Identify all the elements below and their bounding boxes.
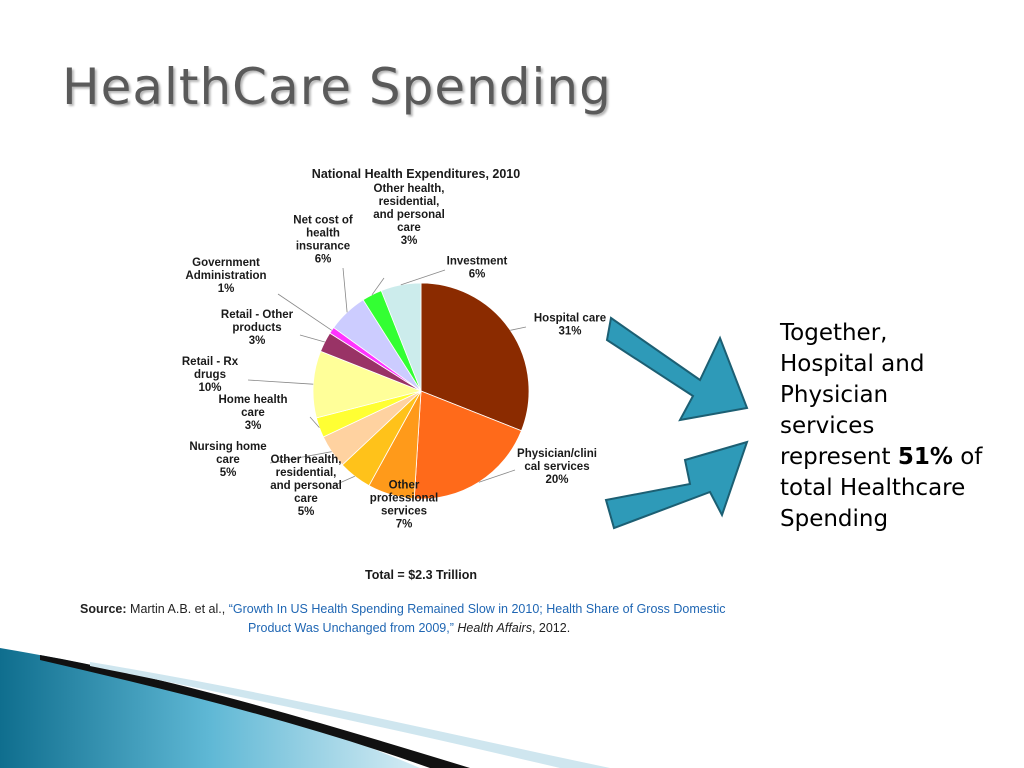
leader-line [247,379,314,385]
summary-text-post: of [960,444,983,470]
slice-label-line: and personal [373,209,445,221]
slide-title: HealthCare Spending [62,58,612,116]
slice-label-line: Other [389,480,420,492]
leader-line [478,469,516,483]
summary-line: total Healthcare [780,475,966,501]
slice-label-line: and personal [270,480,342,492]
summary-line: Spending [780,506,889,532]
leader-line [400,269,446,286]
pie-slice [413,390,522,500]
summary-line: Together, [780,320,888,346]
pie-slice [380,282,422,392]
chart-total-label: Total = $2.3 Trillion [365,568,477,582]
slice-label-line: Physician/clini [517,448,597,460]
leader-line [371,277,385,296]
arrow-shape-lower [604,440,749,530]
slice-label: Investment 6% [447,256,508,281]
source-year: , 2012. [531,621,571,635]
summary-line: Hospital and [780,351,925,377]
slice-label-line: Retail - Rx [182,356,239,368]
source-link[interactable]: “Growth In US Health Spending Remained S… [228,602,726,616]
slice-label-line: 6% [315,254,332,266]
slice-label-line: products [232,322,281,334]
summary-line: services [780,413,875,439]
slice-label-line: Hospital care [534,313,606,325]
slice-label-line: health [306,228,340,240]
slice-label-line: care [216,454,240,466]
slice-label: Other health, residential, and personal car… [373,183,445,247]
leader-line [269,451,332,464]
summary-percent: 51% [897,444,953,470]
slice-label: Government Administration 1% [185,257,266,295]
slice-label-line: 3% [245,420,262,432]
source-journal: Health Affairs [457,621,532,635]
leader-line [334,475,355,486]
slice-label-line: Other health, [271,454,342,466]
pie-slice [420,282,530,432]
slice-label: Nursing home care 5% [189,441,266,479]
source-link-cont[interactable]: Product Was Unchanged from 2009,” [248,621,454,635]
slice-label: Hospital care 31% [534,313,606,338]
source-citation: Source: Martin A.B. et al., “Growth In U… [80,600,770,638]
leader-line [277,293,332,331]
leader-line [309,416,320,428]
leader-line [510,326,527,331]
leader-line [342,267,348,313]
summary-line: represent 51% of [780,442,1010,473]
slice-label-line: 31% [558,326,581,338]
slice-label-line: care [241,407,265,419]
slice-label: Retail - Rx drugs 10% [182,356,239,394]
slice-label-line: residential, [276,467,337,479]
slice-label-line: services [381,506,427,518]
arrow-shape-upper [605,316,749,422]
source-authors: Martin A.B. et al., [130,602,226,616]
slice-label-line: Administration [185,270,266,282]
slice-label-line: 5% [220,467,237,479]
summary-line: Physician [780,382,889,408]
slice-label-line: Nursing home [189,441,266,453]
slice-label-line: care [397,222,421,234]
slice-label: Other health, residential, and personal car… [270,454,342,518]
slice-label: Physician/clini cal services 20% [517,448,597,486]
slice-label-line: Home health [218,394,287,406]
slice-label-line: professional [370,493,438,505]
slice-label-line: 1% [218,283,235,295]
slice-label-line: insurance [296,241,350,253]
slice-label: Net cost of health insurance 6% [293,215,353,266]
summary-text: Together, Hospital and Physician service… [780,318,1010,535]
slice-label-line: 6% [469,269,486,281]
slice-label-line: Net cost of [293,215,353,227]
slice-label-line: 5% [298,506,315,518]
slice-label-line: 20% [545,474,568,486]
summary-text-pre: represent [780,444,891,470]
slice-label: Home health care 3% [218,394,287,432]
slice-label-line: 7% [396,519,413,531]
slice-label-line: Government [192,257,260,269]
slice-label-line: Investment [447,256,508,268]
decorative-swoosh [0,648,610,768]
source-line-2: Product Was Unchanged from 2009,” Health… [80,619,770,638]
slice-label-line: drugs [194,369,226,381]
slice-label-line: Retail - Other [221,309,294,321]
slice-label-line: Other health, [374,183,445,195]
slice-label-line: care [294,493,318,505]
slice-label-line: 3% [249,335,266,347]
slice-label-line: cal services [524,461,589,473]
slice-label-line: residential, [379,196,440,208]
slice-label-line: 3% [401,235,418,247]
slice-label-line: 10% [198,382,221,394]
slice-label: Retail - Other products 3% [221,309,294,347]
source-label: Source: [80,602,127,616]
leader-line [299,334,325,343]
slice-label: Other professional services 7% [370,480,438,531]
chart-title: National Health Expenditures, 2010 [312,167,520,181]
